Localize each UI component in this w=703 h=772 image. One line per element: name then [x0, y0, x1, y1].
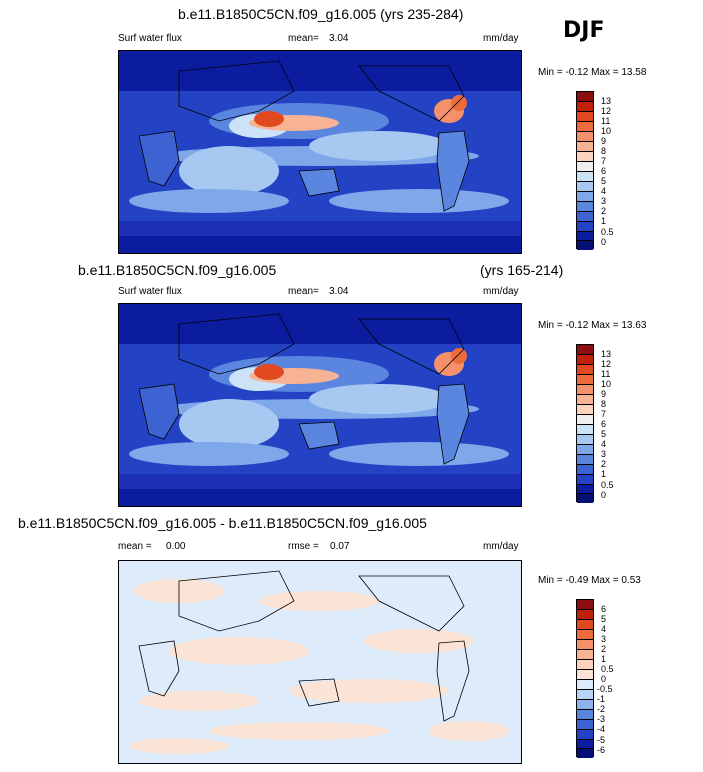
panel2-cbar-label: 0: [601, 490, 607, 500]
panel3-map: [118, 560, 522, 764]
panel2-map: [118, 303, 522, 507]
panel2-cbar-label: 11: [601, 369, 611, 379]
panel2-cbar-label: 0.5: [601, 480, 614, 490]
panel1-units: mm/day: [483, 33, 519, 44]
panel2-cbar-label: 8: [601, 399, 607, 409]
panel1-title: b.e11.B1850C5CN.f09_g16.005 (yrs 235-284…: [178, 6, 464, 22]
panel3-rmse-label: rmse =: [288, 541, 319, 552]
panel3-minmax: Min = -0.49 Max = 0.53: [538, 575, 641, 586]
panel2-cbar-label: 5: [601, 429, 607, 439]
panel3-mean-value: 0.00: [166, 541, 186, 552]
panel1-cbar-label: 12: [601, 106, 612, 116]
panel2-title-right: (yrs 165-214): [480, 262, 564, 278]
panel1-cbar-label: 6: [601, 166, 607, 176]
panel1-map: [118, 50, 522, 254]
panel3-cbar-label: 0: [601, 674, 607, 684]
panel2-units: mm/day: [483, 286, 519, 297]
panel3-cbar-label: 2: [601, 644, 607, 654]
panel3-cbar-label: 3: [601, 634, 607, 644]
panel1-cbar-label: 1: [601, 216, 607, 226]
panel1-cbar-label: 5: [601, 176, 607, 186]
panel1-cbar-label: 9: [601, 136, 607, 146]
panel2-cbar-label: 10: [601, 379, 612, 389]
panel2-variable: Surf water flux: [118, 286, 182, 297]
panel3-cbar-label: -0.5: [597, 684, 613, 694]
panel3-cbar-label: -5: [597, 735, 606, 745]
panel2-cbar-label: 2: [601, 459, 607, 469]
panel3-cbar-label: -1: [597, 694, 606, 704]
panel1-cbar-label: 0: [601, 237, 607, 247]
season-label: DJF: [563, 18, 605, 43]
panel1-cbar-label: 4: [601, 186, 607, 196]
panel1-variable: Surf water flux: [118, 33, 182, 44]
panel1-minmax: Min = -0.12 Max = 13.58: [538, 67, 647, 78]
panel3-units: mm/day: [483, 541, 519, 552]
panel2-cbar-label: 13: [601, 349, 612, 359]
panel1-colorbar: [576, 91, 594, 250]
panel3-map-svg: [119, 561, 521, 763]
panel2-cbar-label: 3: [601, 449, 607, 459]
panel2-cbar-label: 1: [601, 469, 607, 479]
panel1-cbar-label: 7: [601, 156, 607, 166]
panel1-mean-label: mean=: [288, 33, 319, 44]
panel1-cbar-label: 8: [601, 146, 607, 156]
panel3-cbar-label: 0.5: [601, 664, 614, 674]
panel2-title-left: b.e11.B1850C5CN.f09_g16.005: [78, 262, 277, 278]
panel1-cbar-label: 3: [601, 196, 607, 206]
panel3-colorbar: [576, 599, 594, 758]
panel1-cbar-label: 11: [601, 116, 611, 126]
panel2-cbar-label: 7: [601, 409, 607, 419]
panel3-cbar-label: -6: [597, 745, 606, 755]
panel3-mean-label: mean =: [118, 541, 152, 552]
panel3-cbar-label: 5: [601, 614, 607, 624]
panel2-cbar-label: 4: [601, 439, 607, 449]
panel1-cbar-label: 2: [601, 206, 607, 216]
panel3-title: b.e11.B1850C5CN.f09_g16.005 - b.e11.B185…: [18, 515, 427, 531]
panel3-cbar-label: -2: [597, 704, 606, 714]
panel2-minmax: Min = -0.12 Max = 13.63: [538, 320, 647, 331]
panel3-cbar-label: 6: [601, 604, 607, 614]
panel1-mean-value: 3.04: [329, 33, 349, 44]
panel2-mean-value: 3.04: [329, 286, 349, 297]
panel2-map-svg: [119, 304, 521, 506]
panel3-rmse-value: 0.07: [330, 541, 350, 552]
panel1-cbar-label: 0.5: [601, 227, 614, 237]
panel1-cbar-label: 13: [601, 96, 612, 106]
panel3-cbar-label: -3: [597, 714, 606, 724]
panel1-map-svg: [119, 51, 521, 253]
panel2-cbar-label: 9: [601, 389, 607, 399]
panel2-colorbar: [576, 344, 594, 503]
panel2-cbar-label: 6: [601, 419, 607, 429]
panel3-cbar-label: -4: [597, 724, 606, 734]
panel3-cbar-label: 4: [601, 624, 607, 634]
panel3-cbar-label: 1: [601, 654, 607, 664]
panel2-mean-label: mean=: [288, 286, 319, 297]
panel1-cbar-label: 10: [601, 126, 612, 136]
panel2-cbar-label: 12: [601, 359, 612, 369]
